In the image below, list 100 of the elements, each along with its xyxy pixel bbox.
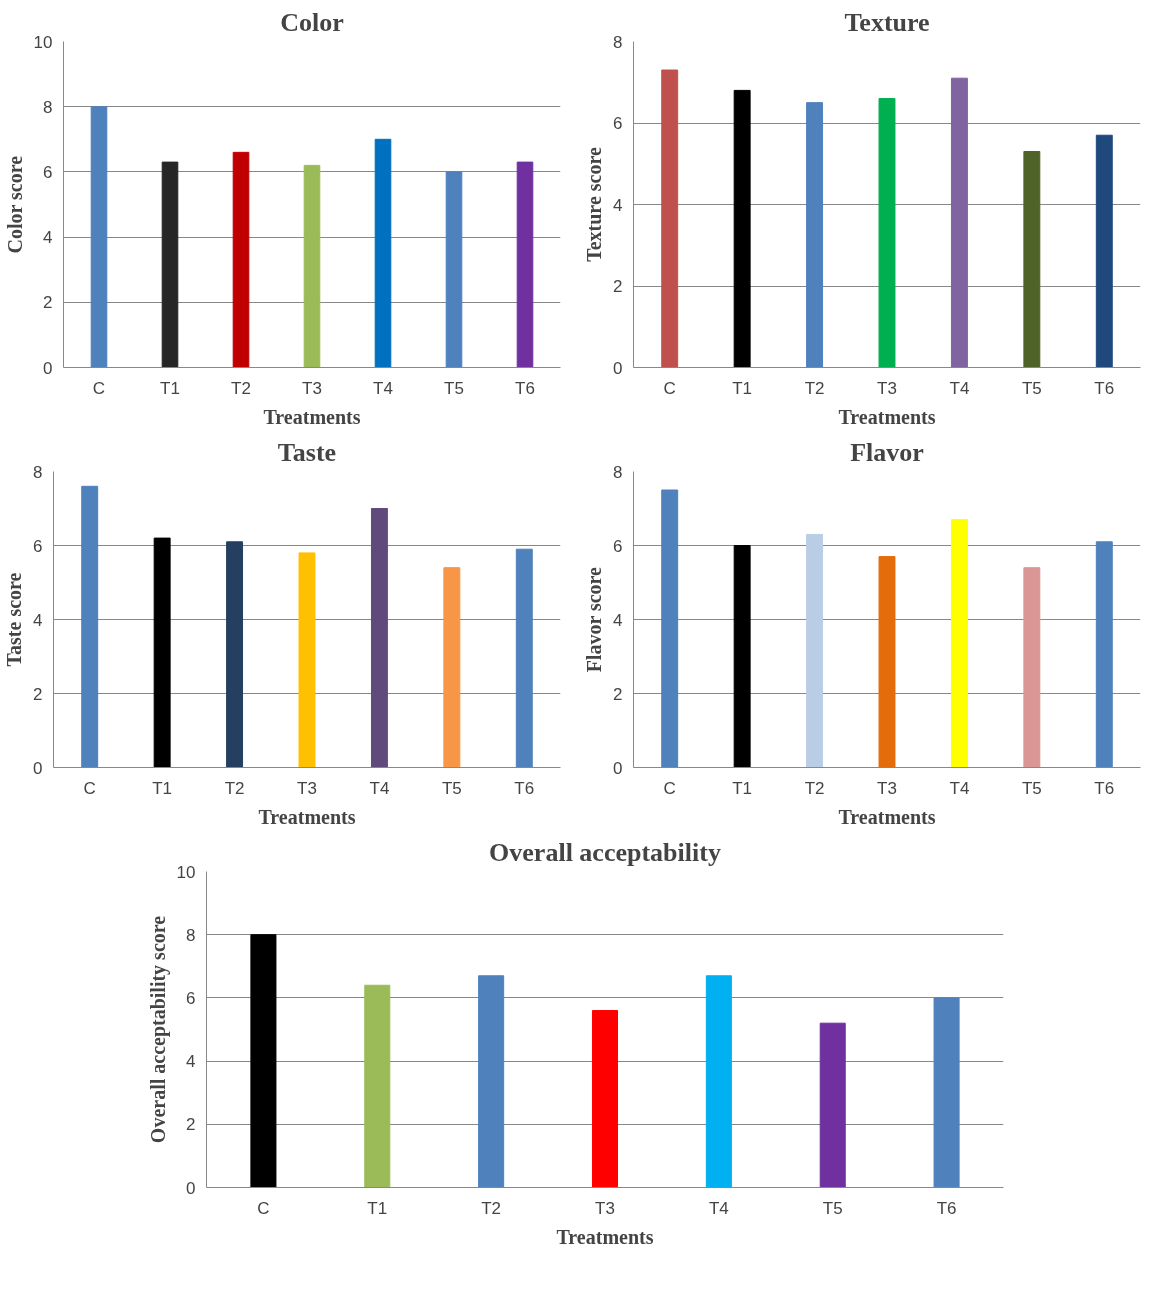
- y-tick-label: 10: [33, 32, 53, 52]
- bar: [232, 151, 250, 368]
- x-tick-label: T3: [877, 778, 897, 798]
- bar: [81, 485, 99, 768]
- x-tick-label: C: [663, 778, 676, 798]
- x-tick-label: T4: [373, 378, 393, 398]
- bar: [153, 537, 171, 768]
- y-tick-label: 6: [43, 162, 53, 182]
- bar: [445, 171, 463, 368]
- bar: [374, 138, 392, 368]
- x-tick-label: T4: [949, 378, 970, 398]
- bar: [370, 508, 388, 768]
- x-tick-label: T3: [595, 1198, 615, 1218]
- x-tick-label: T1: [160, 378, 180, 398]
- y-axis-title: Taste score: [3, 572, 26, 667]
- y-tick-label: 6: [186, 988, 196, 1008]
- bar: [878, 556, 896, 768]
- x-tick-label: T6: [515, 378, 535, 398]
- y-tick-label: 4: [33, 610, 43, 630]
- bar: [478, 975, 505, 1188]
- y-tick-label: 8: [186, 925, 196, 945]
- bar: [443, 567, 461, 768]
- y-tick-label: 4: [186, 1052, 196, 1072]
- y-tick-label: 10: [176, 862, 196, 882]
- x-tick-label: T4: [949, 778, 970, 798]
- bar: [298, 552, 316, 768]
- y-tick-label: 4: [613, 610, 623, 630]
- x-tick-label: T2: [231, 378, 251, 398]
- bar: [819, 1022, 846, 1188]
- y-tick-label: 0: [33, 758, 43, 778]
- x-tick-label: T6: [1094, 778, 1115, 798]
- bar: [516, 161, 534, 368]
- y-tick-label: 2: [613, 277, 623, 296]
- bar: [1095, 134, 1113, 368]
- y-axis-title: Flavor score: [583, 566, 606, 673]
- x-tick-label: T2: [804, 778, 825, 798]
- x-tick-label: T1: [152, 778, 173, 798]
- bar: [250, 934, 277, 1188]
- x-tick-label: T4: [708, 1198, 729, 1218]
- x-tick-label: T2: [224, 778, 245, 798]
- y-tick-label: 2: [613, 684, 623, 704]
- chart-title: Flavor: [850, 437, 924, 467]
- y-tick-label: 6: [33, 536, 43, 556]
- x-axis-title: Treatments: [258, 805, 356, 828]
- bar: [733, 89, 751, 368]
- y-tick-label: 8: [613, 462, 623, 482]
- x-tick-label: T2: [481, 1198, 502, 1218]
- y-tick-label: 8: [33, 462, 43, 482]
- bar: [1023, 567, 1041, 768]
- bar: [1095, 541, 1113, 768]
- x-tick-label: C: [663, 378, 676, 398]
- bar: [90, 106, 108, 368]
- x-axis-title: Treatments: [838, 405, 936, 428]
- chart-title: Taste: [277, 437, 337, 467]
- chart-title: Overall acceptability: [489, 837, 721, 867]
- x-tick-label: C: [83, 778, 96, 798]
- y-tick-label: 2: [43, 293, 53, 313]
- bar: [705, 975, 732, 1188]
- x-axis-title: Treatments: [263, 405, 361, 428]
- y-tick-label: 6: [613, 114, 623, 133]
- y-axis-title: Overall acceptability score: [146, 915, 170, 1144]
- x-tick-label: T5: [1021, 378, 1042, 398]
- bar: [933, 997, 960, 1188]
- x-tick-label: T6: [514, 778, 535, 798]
- x-tick-label: C: [257, 1198, 270, 1218]
- bar: [806, 533, 824, 768]
- x-tick-label: T5: [441, 778, 462, 798]
- x-tick-label: T1: [732, 378, 753, 398]
- bar: [950, 77, 968, 368]
- x-tick-label: T1: [367, 1198, 388, 1218]
- bar: [950, 519, 968, 768]
- y-tick-label: 2: [186, 1115, 196, 1135]
- y-tick-label: 8: [43, 97, 53, 117]
- bar: [161, 161, 179, 368]
- x-tick-label: T1: [732, 778, 753, 798]
- x-tick-label: T6: [936, 1198, 957, 1218]
- x-tick-label: T2: [804, 378, 825, 398]
- x-tick-label: T3: [297, 778, 317, 798]
- bar: [806, 102, 824, 368]
- x-tick-label: T3: [302, 378, 322, 398]
- y-tick-label: 0: [186, 1178, 196, 1198]
- y-tick-label: 4: [613, 195, 623, 215]
- x-axis-title: Treatments: [838, 805, 936, 828]
- x-tick-label: T5: [822, 1198, 843, 1218]
- x-axis-title: Treatments: [556, 1225, 654, 1248]
- x-tick-label: T6: [1094, 378, 1115, 398]
- bar: [733, 545, 751, 768]
- y-tick-label: 0: [613, 358, 623, 378]
- bar: [364, 984, 391, 1188]
- x-tick-label: T3: [877, 378, 897, 398]
- y-axis-title: Texture score: [583, 147, 606, 262]
- chart-title: Texture: [844, 7, 930, 37]
- y-tick-label: 0: [43, 358, 53, 378]
- bar: [303, 164, 321, 368]
- bar: [661, 489, 679, 768]
- y-axis-title: Color score: [3, 155, 26, 254]
- bar: [661, 69, 679, 368]
- y-tick-label: 4: [43, 228, 53, 248]
- bar: [515, 548, 533, 768]
- chart-title: Color: [280, 7, 344, 37]
